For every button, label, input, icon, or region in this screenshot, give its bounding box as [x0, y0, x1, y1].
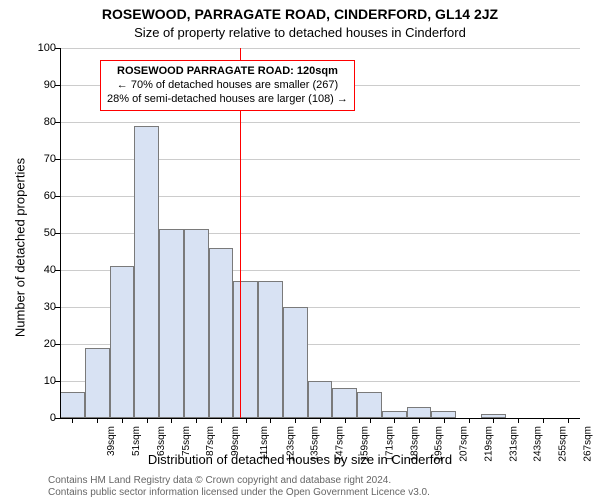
histogram-bar [283, 307, 308, 418]
chart-title: ROSEWOOD, PARRAGATE ROAD, CINDERFORD, GL… [0, 6, 600, 22]
y-tick-label: 50 [26, 227, 56, 239]
y-tick-label: 70 [26, 153, 56, 165]
histogram-bar [209, 248, 234, 418]
histogram-bar [85, 348, 110, 418]
y-axis-label: Number of detached properties [13, 78, 28, 418]
x-tick [469, 418, 470, 423]
x-tick [518, 418, 519, 423]
footer-line1: Contains HM Land Registry data © Crown c… [48, 475, 391, 486]
annotation-line: ← 70% of detached houses are smaller (26… [107, 79, 348, 93]
y-tick-label: 0 [26, 412, 56, 424]
histogram-bar [159, 229, 184, 418]
x-tick [370, 418, 371, 423]
x-tick [295, 418, 296, 423]
x-tick [568, 418, 569, 423]
histogram-bar [134, 126, 159, 418]
footer-text: Contains HM Land Registry data © Crown c… [48, 475, 590, 498]
annotation-line: ROSEWOOD PARRAGATE ROAD: 120sqm [107, 65, 348, 79]
histogram-bar [233, 281, 258, 418]
histogram-bar [357, 392, 382, 418]
gridline [60, 122, 580, 123]
y-tick-label: 20 [26, 338, 56, 350]
x-tick [493, 418, 494, 423]
x-tick [320, 418, 321, 423]
x-tick [444, 418, 445, 423]
histogram-bar [258, 281, 283, 418]
y-tick-label: 10 [26, 375, 56, 387]
y-tick-label: 30 [26, 301, 56, 313]
annotation-box: ROSEWOOD PARRAGATE ROAD: 120sqm← 70% of … [100, 60, 355, 111]
x-tick [72, 418, 73, 423]
histogram-bar [60, 392, 85, 418]
x-tick [122, 418, 123, 423]
y-tick-label: 40 [26, 264, 56, 276]
x-tick [543, 418, 544, 423]
x-tick [171, 418, 172, 423]
histogram-bar [382, 411, 407, 418]
x-tick [246, 418, 247, 423]
x-tick [394, 418, 395, 423]
histogram-bar [308, 381, 333, 418]
histogram-bar [110, 266, 135, 418]
y-tick-label: 100 [26, 42, 56, 54]
y-tick-label: 90 [26, 79, 56, 91]
x-tick [221, 418, 222, 423]
y-tick-label: 80 [26, 116, 56, 128]
chart-subtitle: Size of property relative to detached ho… [0, 25, 600, 40]
histogram-bar [407, 407, 432, 418]
y-tick-label: 60 [26, 190, 56, 202]
x-tick [147, 418, 148, 423]
x-tick [345, 418, 346, 423]
histogram-bar [184, 229, 209, 418]
x-axis-label: Distribution of detached houses by size … [0, 452, 600, 467]
x-tick [97, 418, 98, 423]
annotation-line: 28% of semi-detached houses are larger (… [107, 93, 348, 107]
x-tick [419, 418, 420, 423]
histogram-bar [332, 388, 357, 418]
y-axis [60, 48, 61, 418]
histogram-bar [431, 411, 456, 418]
x-tick [196, 418, 197, 423]
histogram-plot: 010203040506070809010039sqm51sqm63sqm75s… [60, 48, 580, 418]
gridline [60, 48, 580, 49]
footer-line2: Contains public sector information licen… [48, 487, 430, 498]
x-tick [270, 418, 271, 423]
